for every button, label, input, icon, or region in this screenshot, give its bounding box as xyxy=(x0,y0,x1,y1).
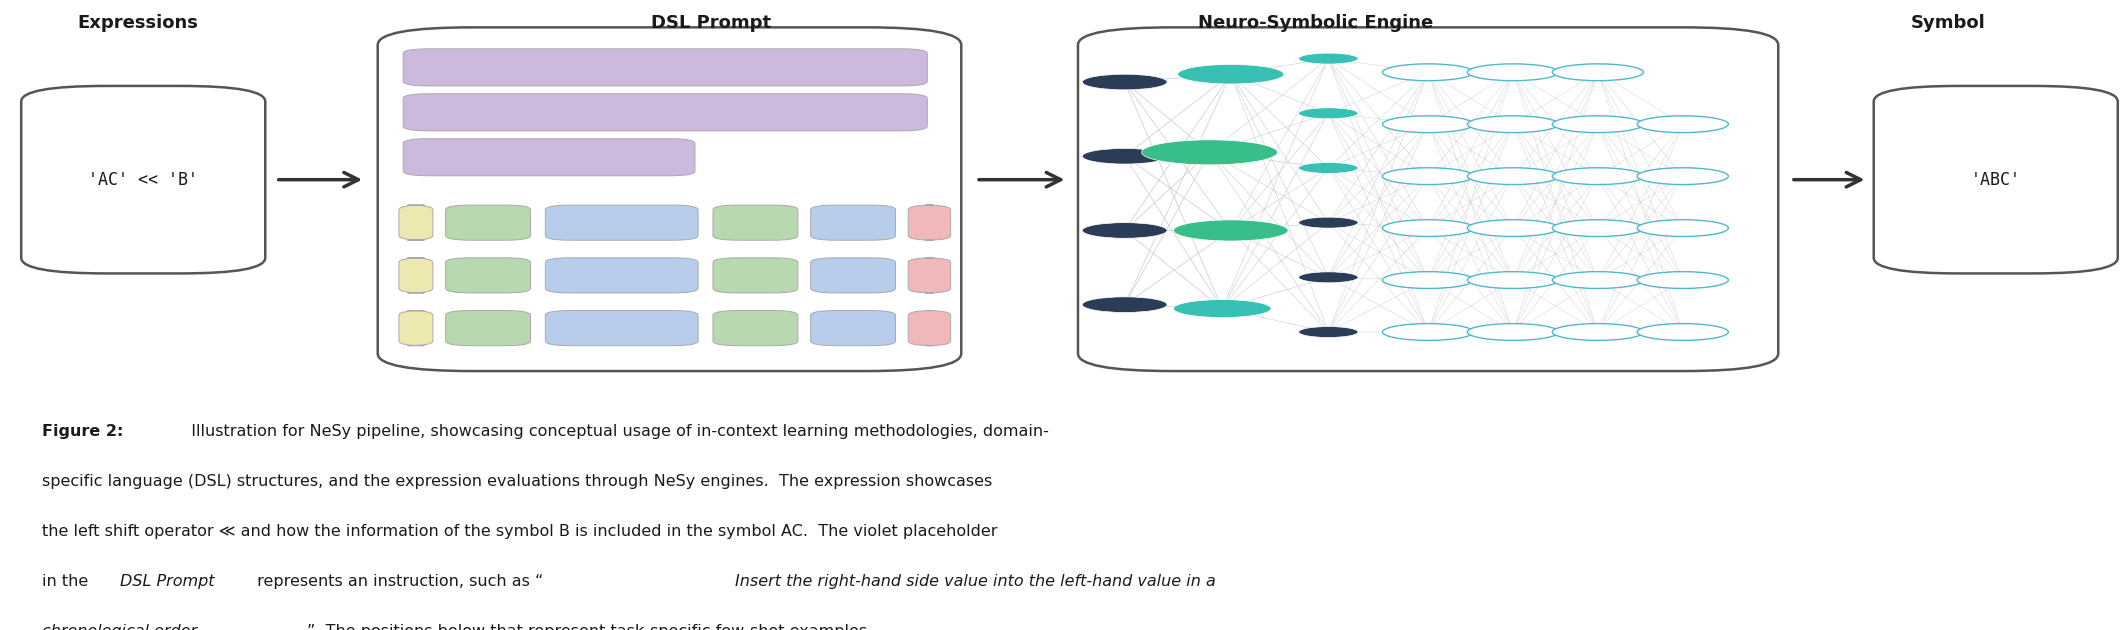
FancyBboxPatch shape xyxy=(399,311,433,346)
FancyBboxPatch shape xyxy=(811,205,895,240)
FancyBboxPatch shape xyxy=(1874,86,2118,273)
Text: Insert the right-hand side value into the left-hand value in a: Insert the right-hand side value into th… xyxy=(734,574,1216,589)
Text: ”  The positions below that represent task-specific few-shot examples.: ” The positions below that represent tas… xyxy=(308,624,872,630)
Circle shape xyxy=(1384,64,1473,81)
FancyBboxPatch shape xyxy=(713,311,798,346)
Text: Neuro-Symbolic Engine: Neuro-Symbolic Engine xyxy=(1199,14,1432,32)
Circle shape xyxy=(1173,220,1288,241)
FancyBboxPatch shape xyxy=(403,49,927,86)
Circle shape xyxy=(1173,300,1271,318)
Circle shape xyxy=(1142,140,1277,165)
Text: Illustration for NeSy pipeline, showcasing conceptual usage of in-context learni: Illustration for NeSy pipeline, showcasi… xyxy=(180,424,1048,439)
Circle shape xyxy=(1384,220,1473,236)
Circle shape xyxy=(1299,272,1358,283)
Circle shape xyxy=(1299,326,1358,338)
Text: DSL Prompt: DSL Prompt xyxy=(119,574,214,589)
Circle shape xyxy=(1636,116,1727,132)
Circle shape xyxy=(1636,272,1727,289)
Circle shape xyxy=(1466,116,1558,132)
FancyBboxPatch shape xyxy=(545,258,698,293)
Circle shape xyxy=(1551,220,1642,236)
Text: chronological order.: chronological order. xyxy=(42,624,202,630)
FancyBboxPatch shape xyxy=(713,205,798,240)
FancyBboxPatch shape xyxy=(908,311,951,346)
Circle shape xyxy=(1466,272,1558,289)
Circle shape xyxy=(1636,220,1727,236)
FancyBboxPatch shape xyxy=(21,86,265,273)
Circle shape xyxy=(1466,324,1558,340)
FancyBboxPatch shape xyxy=(545,311,698,346)
FancyBboxPatch shape xyxy=(446,258,530,293)
Circle shape xyxy=(1384,272,1473,289)
Circle shape xyxy=(1466,220,1558,236)
Text: in the: in the xyxy=(42,574,93,589)
Text: the left shift operator ≪ and how the information of the symbol B is included in: the left shift operator ≪ and how the in… xyxy=(42,524,997,539)
FancyBboxPatch shape xyxy=(403,139,696,176)
FancyBboxPatch shape xyxy=(446,311,530,346)
Text: 'AC' << 'B': 'AC' << 'B' xyxy=(89,171,197,188)
Circle shape xyxy=(1551,64,1642,81)
Circle shape xyxy=(1082,222,1167,238)
Circle shape xyxy=(1082,297,1167,312)
Text: specific language (DSL) structures, and the expression evaluations through NeSy : specific language (DSL) structures, and … xyxy=(42,474,993,489)
FancyBboxPatch shape xyxy=(1078,27,1778,371)
Circle shape xyxy=(1299,163,1358,173)
Circle shape xyxy=(1384,168,1473,185)
FancyBboxPatch shape xyxy=(545,205,698,240)
Circle shape xyxy=(1299,53,1358,64)
FancyBboxPatch shape xyxy=(811,258,895,293)
FancyBboxPatch shape xyxy=(811,311,895,346)
Circle shape xyxy=(1082,149,1167,164)
Text: Symbol: Symbol xyxy=(1910,14,1986,32)
Text: Figure 2:: Figure 2: xyxy=(42,424,123,439)
FancyBboxPatch shape xyxy=(399,205,433,240)
FancyBboxPatch shape xyxy=(908,205,951,240)
Circle shape xyxy=(1466,168,1558,185)
Circle shape xyxy=(1384,324,1473,340)
Circle shape xyxy=(1299,108,1358,118)
Circle shape xyxy=(1299,217,1358,228)
Circle shape xyxy=(1178,64,1284,84)
FancyBboxPatch shape xyxy=(446,205,530,240)
Circle shape xyxy=(1384,116,1473,132)
Circle shape xyxy=(1636,168,1727,185)
Circle shape xyxy=(1636,324,1727,340)
Circle shape xyxy=(1551,272,1642,289)
Circle shape xyxy=(1551,324,1642,340)
Circle shape xyxy=(1551,116,1642,132)
Circle shape xyxy=(1466,64,1558,81)
FancyBboxPatch shape xyxy=(403,94,927,131)
FancyBboxPatch shape xyxy=(378,27,961,371)
Circle shape xyxy=(1551,168,1642,185)
FancyBboxPatch shape xyxy=(713,258,798,293)
FancyBboxPatch shape xyxy=(908,258,951,293)
Circle shape xyxy=(1082,74,1167,90)
Text: 'ABC': 'ABC' xyxy=(1971,171,2020,188)
Text: Expressions: Expressions xyxy=(79,14,197,32)
Text: DSL Prompt: DSL Prompt xyxy=(651,14,770,32)
Text: represents an instruction, such as “: represents an instruction, such as “ xyxy=(253,574,543,589)
FancyBboxPatch shape xyxy=(399,258,433,293)
